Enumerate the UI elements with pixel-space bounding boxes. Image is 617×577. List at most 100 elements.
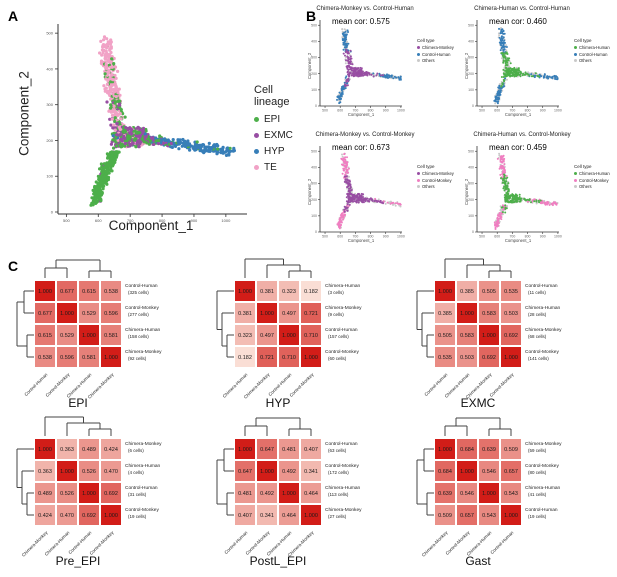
row-label-name: Control-Monkey: [125, 306, 159, 311]
row-label-cell-count: (277 cells): [128, 311, 149, 317]
svg-text:500: 500: [311, 149, 317, 153]
svg-text:Component_1: Component_1: [505, 112, 532, 117]
heatmap-cell: 0.615: [78, 280, 100, 302]
heatmap-cell: 0.182: [300, 280, 322, 302]
heatmap-postl-epi: 1.000 0.647 0.481 0.407 0.647 1.000 0.492 0.341…: [214, 414, 412, 572]
row-label-cell-count: (80 cells): [528, 469, 547, 475]
heatmap-cell: 1.000: [256, 460, 278, 482]
heatmap-cell: 0.692: [100, 482, 122, 504]
svg-text:500: 500: [311, 23, 317, 27]
heatmap-title: HYP: [265, 396, 291, 410]
svg-text:500: 500: [63, 218, 70, 223]
legend-item-exmc: EXMC: [254, 130, 306, 141]
row-label-name: Chimera-Monkey: [325, 508, 362, 513]
heatmap-cell: 0.505: [434, 324, 456, 346]
row-label-name: Control-Human: [325, 442, 358, 447]
plot-title: Chimera-Human vs. Control-Monkey: [473, 132, 571, 138]
legend-dot: [417, 59, 420, 62]
row-label-cell-count: (27 cells): [328, 513, 347, 519]
heatmap-row-label: Chimera-Human (28 cells): [525, 306, 609, 317]
legend-item-others: Others: [574, 58, 614, 63]
svg-text:400: 400: [311, 166, 317, 170]
svg-text:500: 500: [468, 149, 474, 153]
legend-items: EPI EXMC HYP TE: [254, 114, 306, 173]
heatmap-cell: 0.543: [478, 504, 500, 526]
heatmap-row-label: Chimera-Monkey (27 cells): [325, 508, 409, 519]
svg-text:400: 400: [46, 66, 53, 71]
row-label-name: Chimera-Monkey: [525, 328, 562, 333]
svg-text:Component_2: Component_2: [464, 178, 469, 205]
heatmap-cell: 1.000: [478, 482, 500, 504]
row-label-name: Chimera-Human: [325, 486, 361, 491]
heatmap-row-label: Chimera-Human (3 cells): [325, 284, 409, 295]
legend-item-epi: EPI: [254, 114, 306, 125]
heatmap-cell: 1.000: [300, 346, 322, 368]
heatmap-cell: 1.000: [278, 482, 300, 504]
heatmap-cell: 0.529: [56, 324, 78, 346]
row-dendrogram: [416, 290, 434, 358]
heatmap-cell: 0.639: [478, 438, 500, 460]
column-dendrogram: [44, 259, 112, 278]
heatmap-cell: 0.489: [34, 482, 56, 504]
heatmap-cell: 1.000: [234, 438, 256, 460]
panel-b-plot-1: Chimera-Monkey vs. Control-Human 500 600 70…: [300, 4, 457, 128]
heatmap-cell: 0.424: [34, 504, 56, 526]
svg-text:600: 600: [337, 235, 343, 239]
svg-text:300: 300: [46, 102, 53, 107]
column-dendrogram: [444, 417, 512, 436]
heatmap-cell: 0.503: [456, 346, 478, 368]
svg-text:400: 400: [468, 40, 474, 44]
row-label-name: Control-Human: [325, 328, 358, 333]
heatmap-title: Pre_EPI: [55, 554, 101, 568]
legend-label: Chimera-Monkey: [422, 45, 454, 50]
heatmap-cell: 0.583: [456, 324, 478, 346]
svg-text:400: 400: [468, 166, 474, 170]
svg-text:Component_1: Component_1: [348, 112, 375, 117]
row-label-name: Control-Monkey: [325, 464, 359, 469]
heatmap-row-label: Control-Human (63 cells): [325, 442, 409, 453]
legend-dot: [574, 46, 577, 49]
legend-dot: [417, 185, 420, 188]
panel-b-plot-4: Chimera-Human vs. Control-Monkey 500 600 70…: [457, 130, 614, 254]
legend-dot: [574, 185, 577, 188]
svg-text:800: 800: [525, 235, 531, 239]
svg-text:200: 200: [46, 138, 53, 143]
heatmap-cell: 0.647: [256, 438, 278, 460]
svg-text:800: 800: [368, 235, 374, 239]
heatmap-cell: 0.647: [234, 460, 256, 482]
row-label-cell-count: (113 cells): [328, 491, 349, 497]
svg-text:800: 800: [159, 218, 166, 223]
heatmap-cell: 0.497: [278, 302, 300, 324]
heatmap-cell: 0.596: [100, 302, 122, 324]
svg-text:500: 500: [479, 235, 485, 239]
panel-a-legend: Cell lineage EPI EXMC HYP TE: [254, 84, 306, 178]
heatmap-cell: 0.639: [434, 482, 456, 504]
svg-text:200: 200: [311, 72, 317, 76]
svg-text:500: 500: [322, 109, 328, 113]
row-label-cell-count: (59 cells): [528, 447, 547, 453]
heatmap-title: EPI: [68, 396, 88, 410]
legend-item-hyp: HYP: [254, 146, 306, 157]
heatmap-hyp: 1.000 0.381 0.323 0.182 0.381 1.000 0.497 0.721…: [214, 256, 412, 414]
heatmap-cell: 0.538: [100, 280, 122, 302]
legend-label: Control-Human: [422, 51, 451, 57]
heatmap-cell: 1.000: [500, 346, 522, 368]
svg-text:900: 900: [540, 109, 546, 113]
svg-text:500: 500: [46, 31, 53, 36]
legend-title: Cell type: [417, 38, 435, 43]
heatmap-cell: 0.677: [34, 302, 56, 324]
svg-text:700: 700: [509, 235, 515, 239]
heatmap-cell: 0.535: [434, 346, 456, 368]
heatmap-cell: 0.497: [256, 324, 278, 346]
mean-cor-label: mean cor: 0.460: [489, 17, 547, 26]
column-dendrogram: [244, 417, 312, 436]
row-label-name: Chimera-Monkey: [525, 442, 562, 447]
legend-item-te: TE: [254, 162, 306, 173]
row-label-cell-count: (158 cells): [128, 333, 149, 339]
heatmap-cell: 0.710: [278, 346, 300, 368]
heatmap-cell: 0.182: [234, 346, 256, 368]
row-label-cell-count: (68 cells): [528, 333, 547, 339]
svg-text:100: 100: [468, 214, 474, 218]
svg-text:200: 200: [311, 198, 317, 202]
panel-b-plot-3: Chimera-Monkey vs. Control-Monkey 500 600 7…: [300, 130, 457, 254]
